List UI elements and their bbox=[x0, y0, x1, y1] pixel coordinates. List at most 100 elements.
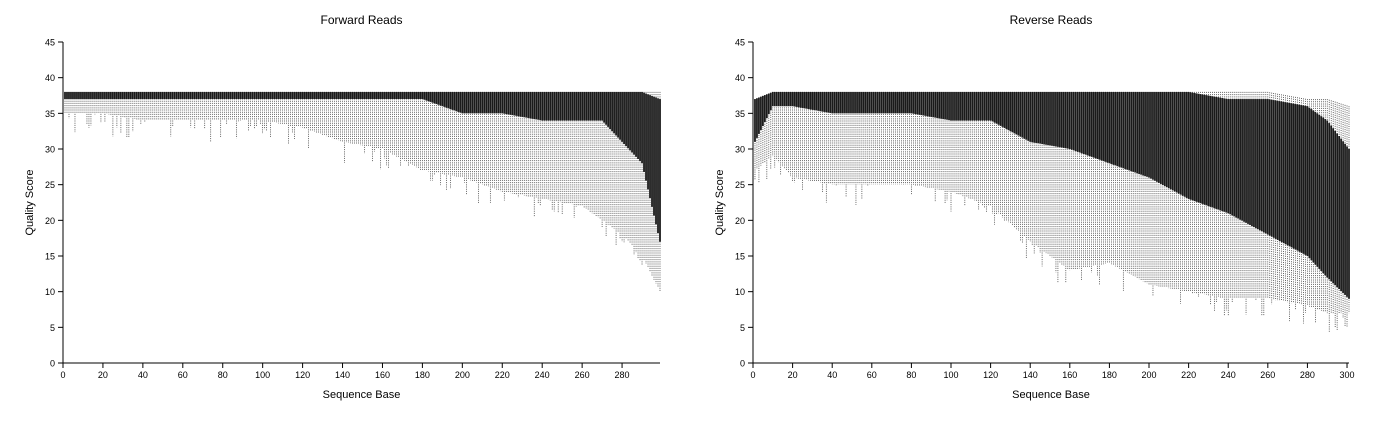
iqr-box bbox=[365, 91, 368, 100]
iqr-box bbox=[523, 91, 526, 118]
iqr-box bbox=[185, 91, 188, 100]
iqr-box bbox=[1215, 96, 1218, 209]
iqr-box bbox=[1324, 119, 1327, 276]
iqr-box bbox=[207, 91, 210, 100]
base-boxplot bbox=[357, 91, 360, 145]
iqr-box bbox=[1195, 93, 1198, 202]
base-boxplot bbox=[499, 91, 502, 192]
base-boxplot bbox=[177, 91, 180, 121]
base-boxplot bbox=[517, 91, 520, 198]
iqr-box bbox=[655, 97, 657, 225]
iqr-box bbox=[591, 91, 594, 121]
base-boxplot bbox=[991, 91, 994, 214]
iqr-box bbox=[395, 91, 398, 100]
iqr-box bbox=[1253, 99, 1255, 228]
iqr-box bbox=[151, 91, 154, 100]
base-boxplot bbox=[1060, 91, 1063, 265]
base-boxplot bbox=[90, 91, 92, 126]
base-boxplot bbox=[928, 91, 931, 188]
iqr-box bbox=[305, 91, 308, 100]
base-boxplot bbox=[367, 91, 370, 147]
iqr-box bbox=[825, 91, 828, 113]
iqr-box bbox=[183, 91, 186, 100]
iqr-box bbox=[1326, 120, 1329, 278]
base-boxplot bbox=[123, 91, 126, 118]
base-boxplot bbox=[1076, 91, 1079, 269]
iqr-box bbox=[561, 91, 564, 121]
base-boxplot bbox=[1334, 101, 1337, 328]
base-boxplot bbox=[305, 91, 308, 130]
iqr-box bbox=[243, 91, 246, 100]
base-boxplot bbox=[461, 91, 464, 178]
iqr-box bbox=[847, 91, 849, 114]
base-boxplot bbox=[379, 91, 382, 170]
x-tick-label: 80 bbox=[218, 370, 228, 380]
base-boxplot bbox=[527, 91, 530, 197]
base-boxplot bbox=[1019, 91, 1022, 242]
iqr-box bbox=[845, 91, 847, 114]
iqr-box bbox=[1199, 94, 1202, 204]
iqr-box bbox=[760, 96, 762, 130]
base-boxplot bbox=[952, 91, 954, 193]
base-boxplot bbox=[293, 91, 296, 140]
iqr-box bbox=[125, 91, 128, 100]
iqr-box bbox=[952, 91, 954, 121]
base-boxplot bbox=[647, 91, 649, 268]
iqr-box bbox=[327, 91, 330, 100]
iqr-box bbox=[898, 91, 901, 114]
iqr-box bbox=[609, 91, 611, 130]
base-boxplot bbox=[179, 91, 182, 121]
iqr-box bbox=[599, 91, 601, 121]
base-boxplot bbox=[615, 91, 617, 245]
x-tick-label: 60 bbox=[178, 370, 188, 380]
iqr-box bbox=[267, 91, 270, 100]
base-boxplot bbox=[1193, 91, 1196, 293]
iqr-box bbox=[293, 91, 296, 100]
base-boxplot bbox=[195, 91, 198, 121]
iqr-box bbox=[1193, 93, 1196, 202]
iqr-box bbox=[163, 91, 166, 100]
base-boxplot bbox=[843, 91, 845, 185]
iqr-box bbox=[147, 91, 150, 100]
iqr-box bbox=[801, 91, 804, 108]
iqr-box bbox=[351, 91, 354, 100]
iqr-box bbox=[1296, 104, 1299, 251]
iqr-box bbox=[341, 91, 344, 100]
base-boxplot bbox=[143, 91, 146, 122]
base-boxplot bbox=[908, 91, 911, 185]
x-axis-label: Sequence Base bbox=[323, 389, 401, 401]
x-tick-label: 140 bbox=[335, 370, 350, 380]
iqr-box bbox=[585, 91, 588, 121]
base-boxplot bbox=[613, 91, 615, 229]
iqr-box bbox=[391, 91, 394, 100]
iqr-box bbox=[627, 91, 629, 149]
base-boxplot bbox=[481, 91, 484, 185]
iqr-box bbox=[277, 91, 280, 100]
iqr-box bbox=[1300, 105, 1303, 253]
base-boxplot bbox=[281, 91, 284, 125]
base-boxplot bbox=[327, 91, 330, 137]
iqr-box bbox=[1169, 91, 1172, 190]
iqr-box bbox=[191, 91, 194, 100]
base-boxplot bbox=[311, 91, 314, 132]
base-boxplot bbox=[385, 91, 388, 166]
x-tick-label: 220 bbox=[495, 370, 510, 380]
base-boxplot bbox=[1237, 91, 1240, 299]
iqr-box bbox=[1221, 97, 1224, 212]
base-boxplot bbox=[819, 91, 822, 183]
base-boxplot bbox=[1104, 91, 1107, 264]
iqr-box bbox=[179, 91, 182, 100]
iqr-box bbox=[763, 95, 766, 123]
base-boxplot bbox=[948, 91, 950, 192]
base-boxplot bbox=[922, 91, 925, 187]
iqr-box bbox=[425, 91, 428, 101]
base-boxplot bbox=[507, 91, 510, 193]
x-tick-label: 160 bbox=[375, 370, 390, 380]
iqr-box bbox=[157, 91, 160, 100]
iqr-box bbox=[1013, 91, 1016, 134]
iqr-box bbox=[525, 91, 528, 118]
iqr-box bbox=[471, 91, 474, 114]
forward-reads-chart: Forward Reads 0 5 10 15 20 25 30 35 40 45 0 20 40 60 80… bbox=[0, 0, 690, 418]
iqr-box bbox=[1055, 91, 1057, 147]
base-boxplot bbox=[551, 91, 554, 211]
